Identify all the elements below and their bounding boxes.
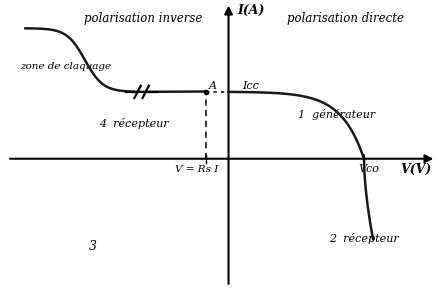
Text: polarisation inverse: polarisation inverse — [83, 12, 201, 25]
Text: 1  générateur: 1 générateur — [297, 109, 374, 120]
Text: V(V): V(V) — [399, 163, 431, 175]
Text: 3: 3 — [89, 240, 97, 253]
Text: Icc: Icc — [242, 81, 259, 91]
Text: 2  récepteur: 2 récepteur — [328, 233, 398, 244]
Text: zone de claquage: zone de claquage — [21, 62, 111, 71]
Text: I(A): I(A) — [237, 4, 264, 17]
Text: 4  récepteur: 4 récepteur — [99, 118, 168, 129]
Text: A: A — [208, 81, 216, 91]
Text: V = Rs I: V = Rs I — [175, 165, 218, 173]
Text: Vco: Vco — [357, 164, 378, 174]
Text: polarisation directe: polarisation directe — [287, 12, 403, 25]
